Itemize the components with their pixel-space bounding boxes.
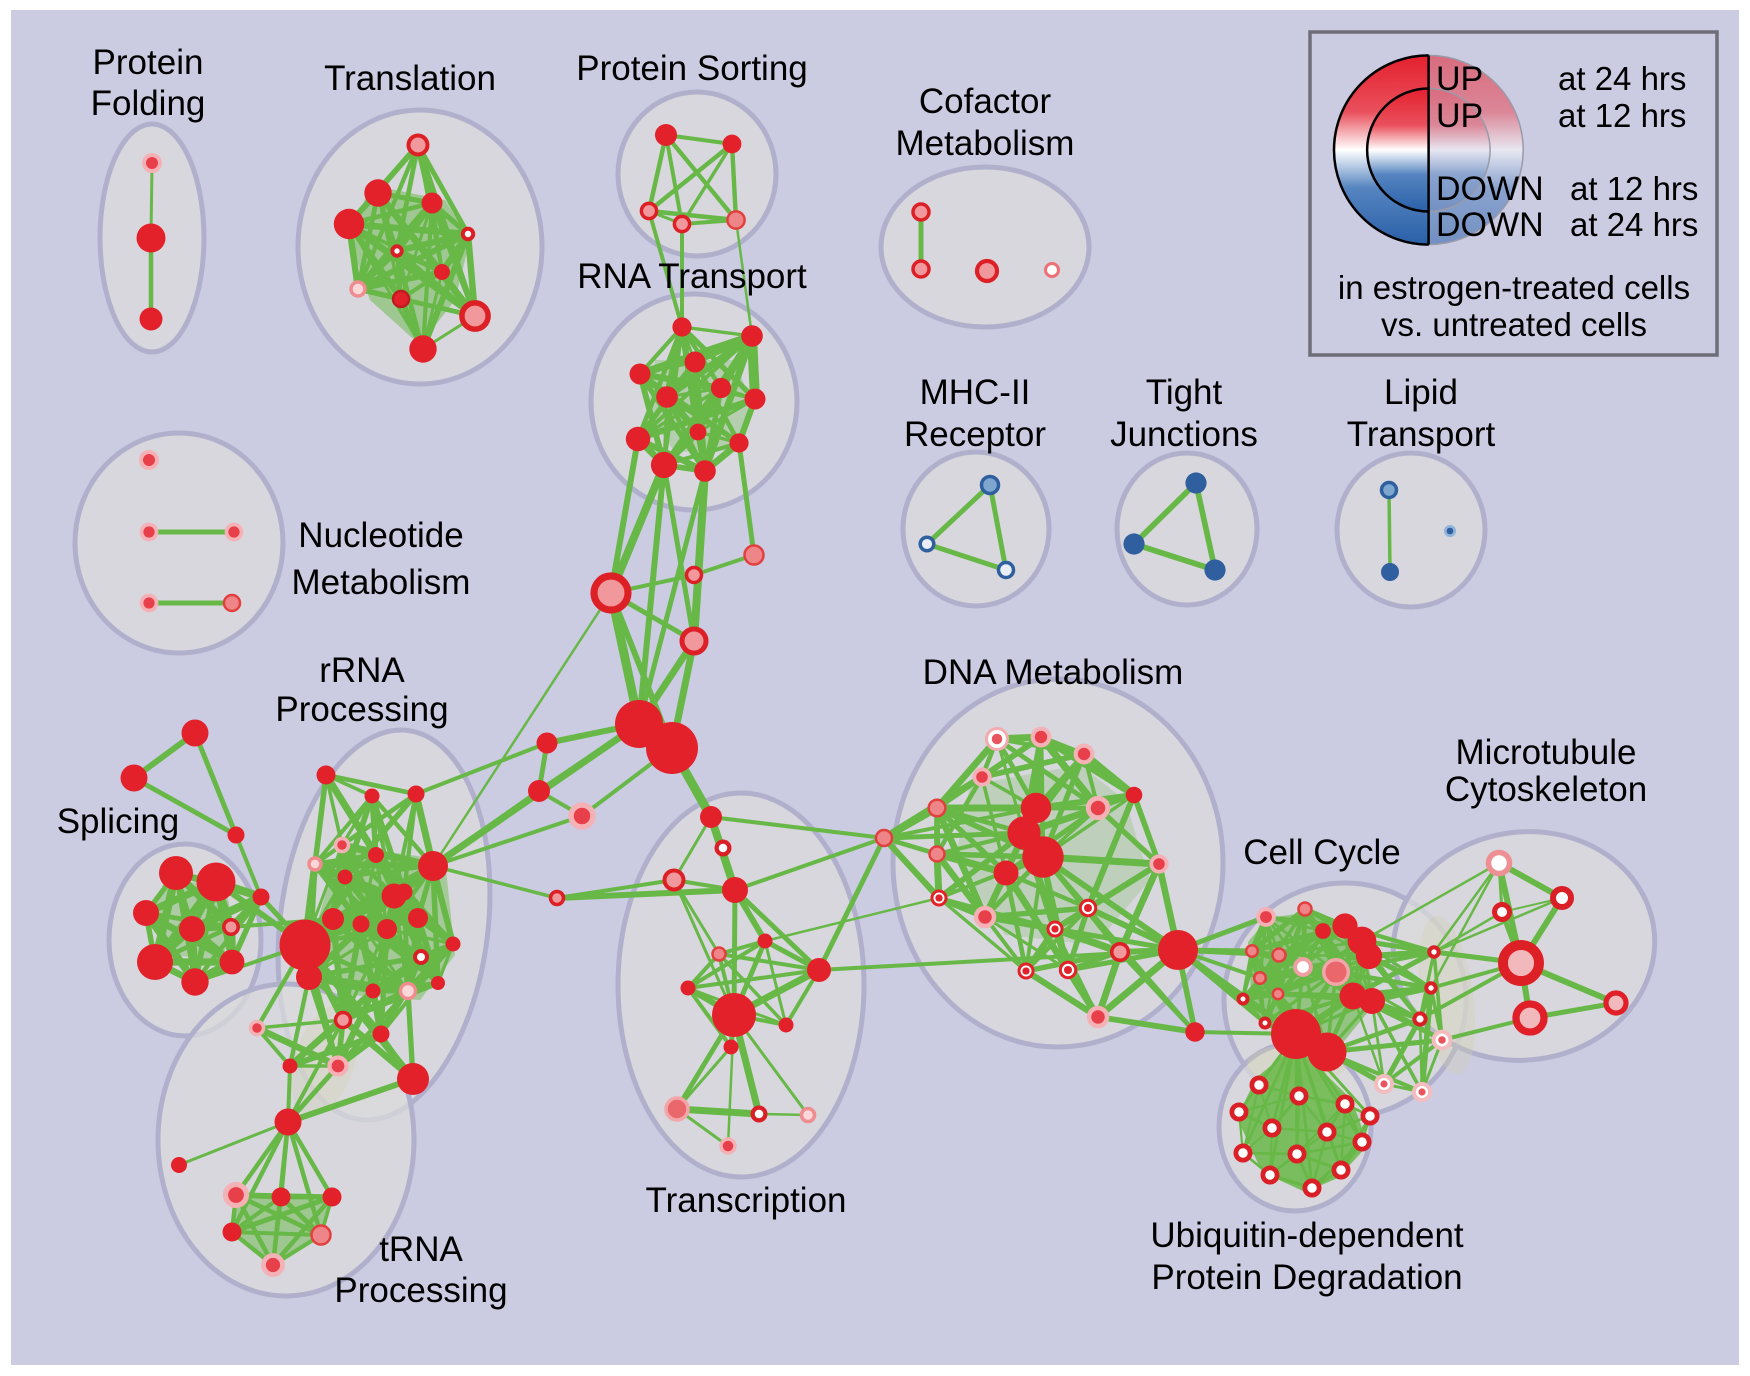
svg-text:RNA Transport: RNA Transport (577, 257, 807, 296)
svg-text:at 12 hrs: at 12 hrs (1558, 97, 1686, 134)
svg-text:in estrogen-treated cells: in estrogen-treated cells (1338, 269, 1690, 306)
svg-text:Processing: Processing (275, 690, 448, 729)
svg-text:vs. untreated cells: vs. untreated cells (1381, 306, 1647, 343)
svg-text:Cofactor: Cofactor (919, 82, 1052, 121)
svg-text:Processing: Processing (334, 1271, 507, 1310)
svg-text:UP: UP (1436, 97, 1483, 135)
svg-text:Ubiquitin-dependent: Ubiquitin-dependent (1150, 1216, 1464, 1255)
svg-text:Transcription: Transcription (646, 1181, 847, 1220)
svg-text:Lipid: Lipid (1384, 373, 1458, 412)
svg-text:rRNA: rRNA (319, 651, 405, 690)
svg-text:Nucleotide: Nucleotide (298, 516, 463, 555)
svg-text:at 12 hrs: at 12 hrs (1570, 170, 1698, 207)
svg-text:MHC-II: MHC-II (920, 373, 1031, 412)
svg-text:Cytoskeleton: Cytoskeleton (1445, 770, 1647, 809)
svg-text:DOWN: DOWN (1436, 206, 1544, 244)
svg-text:Junctions: Junctions (1110, 415, 1258, 454)
svg-text:tRNA: tRNA (379, 1230, 463, 1269)
svg-text:at 24 hrs: at 24 hrs (1570, 206, 1698, 243)
svg-text:Protein: Protein (93, 43, 204, 82)
svg-text:Folding: Folding (91, 84, 206, 123)
svg-text:DNA Metabolism: DNA Metabolism (923, 653, 1184, 692)
svg-text:Tight: Tight (1146, 373, 1223, 412)
svg-text:Cell Cycle: Cell Cycle (1243, 833, 1401, 872)
svg-text:Splicing: Splicing (57, 802, 180, 841)
svg-text:DOWN: DOWN (1436, 170, 1544, 208)
svg-text:Microtubule: Microtubule (1456, 733, 1637, 772)
svg-text:Protein Sorting: Protein Sorting (576, 49, 808, 88)
svg-text:UP: UP (1436, 60, 1483, 98)
svg-text:Receptor: Receptor (904, 415, 1046, 454)
svg-text:at 24 hrs: at 24 hrs (1558, 60, 1686, 97)
svg-text:Metabolism: Metabolism (292, 563, 471, 602)
svg-text:Transport: Transport (1347, 415, 1496, 454)
svg-text:Translation: Translation (324, 59, 496, 98)
svg-text:Protein Degradation: Protein Degradation (1151, 1258, 1462, 1297)
svg-text:Metabolism: Metabolism (896, 124, 1075, 163)
